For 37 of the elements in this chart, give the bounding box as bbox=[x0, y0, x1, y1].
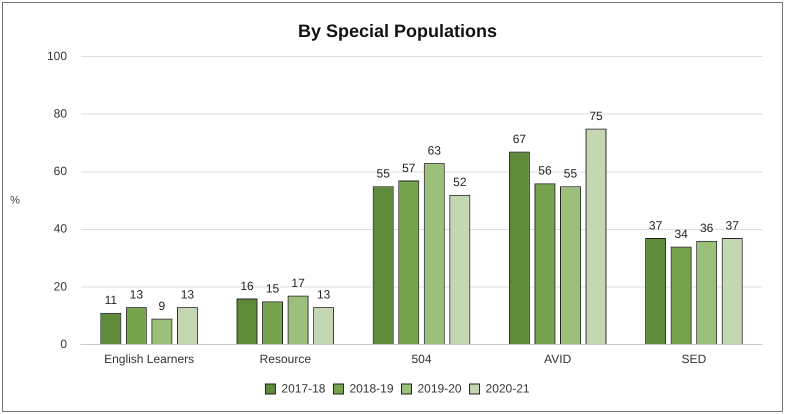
chart-title: By Special Populations bbox=[298, 20, 498, 41]
data-label: 56 bbox=[538, 164, 552, 178]
data-label: 9 bbox=[158, 298, 166, 313]
y-tick-label: 80 bbox=[54, 106, 68, 121]
data-label: 67 bbox=[512, 132, 526, 146]
data-label: 16 bbox=[240, 278, 254, 293]
x-tick-label: English Learners bbox=[104, 352, 194, 366]
data-label: 63 bbox=[428, 143, 442, 158]
data-label: 55 bbox=[564, 166, 578, 181]
y-tick-label: 20 bbox=[54, 279, 68, 294]
y-tick-label: 40 bbox=[54, 222, 68, 236]
data-label: 34 bbox=[674, 226, 688, 241]
data-label: 57 bbox=[402, 160, 416, 175]
data-label: 52 bbox=[453, 175, 467, 190]
data-label: 36 bbox=[700, 221, 714, 236]
data-label: 37 bbox=[648, 218, 663, 232]
data-label: 15 bbox=[266, 282, 280, 296]
legend-label: 2019-20 bbox=[418, 381, 462, 396]
data-label: 37 bbox=[726, 218, 740, 232]
x-tick-label: 504 bbox=[411, 352, 432, 366]
x-tick-label: AVID bbox=[544, 352, 572, 366]
y-tick-label: 100 bbox=[46, 48, 68, 63]
data-label: 11 bbox=[104, 293, 118, 308]
data-label: 75 bbox=[589, 108, 604, 123]
legend-label: 2017-18 bbox=[281, 381, 326, 396]
data-label: 13 bbox=[316, 287, 331, 302]
legend-label: 2020-21 bbox=[486, 381, 530, 396]
y-tick-label: 0 bbox=[60, 336, 68, 351]
x-tick-label: Resource bbox=[260, 352, 312, 366]
x-tick-label: SED bbox=[682, 352, 707, 366]
data-label: 17 bbox=[291, 276, 306, 290]
legend-label: 2018-19 bbox=[349, 381, 394, 396]
y-axis-title: % bbox=[10, 194, 20, 207]
data-label: 13 bbox=[130, 287, 144, 302]
y-tick-label: 60 bbox=[54, 164, 68, 178]
data-label: 13 bbox=[180, 287, 194, 302]
data-label: 55 bbox=[376, 166, 390, 181]
